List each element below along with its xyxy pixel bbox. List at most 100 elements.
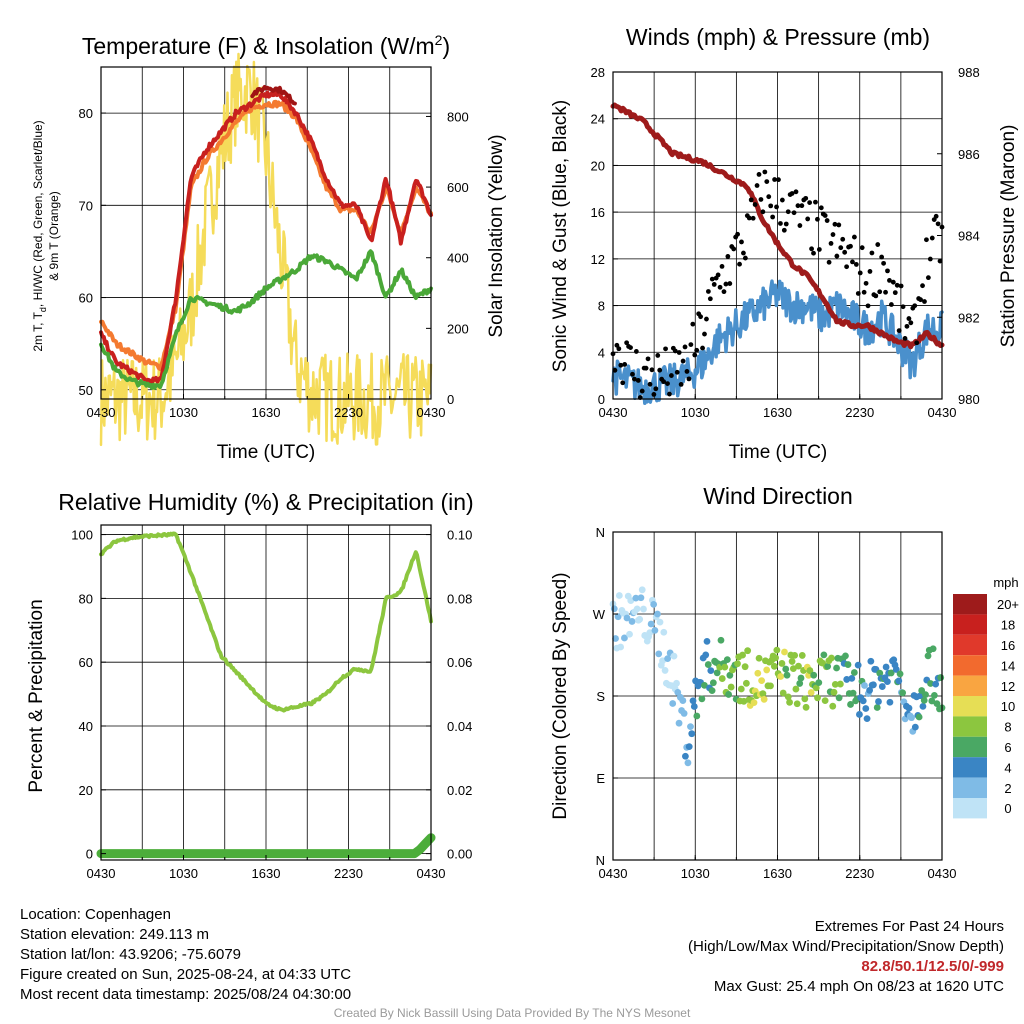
temp-2m-line [99, 90, 433, 386]
direction-point [688, 730, 696, 738]
gust-point [616, 346, 622, 352]
direction-point [875, 698, 882, 705]
direction-point [763, 666, 771, 674]
direction-point [646, 629, 654, 637]
gust-point [715, 272, 721, 278]
y-tick-label: 24 [591, 112, 605, 127]
gust-point [807, 200, 813, 205]
direction-point [633, 605, 641, 613]
gust-point [779, 197, 785, 203]
gust-point [665, 381, 670, 387]
gust-point [879, 254, 885, 260]
y-tick-label: 100 [71, 528, 93, 543]
gust-point [890, 279, 896, 285]
y-tick-label: 70 [79, 198, 93, 213]
direction-point [847, 701, 854, 708]
x-tick-label: 0430 [928, 405, 957, 420]
gust-point [694, 347, 700, 353]
direction-point [721, 663, 729, 671]
x-tick-label: 1030 [169, 405, 198, 420]
direction-point [638, 586, 646, 594]
direction-point [810, 671, 818, 679]
gust-point [739, 239, 744, 245]
gust-point [750, 215, 756, 221]
recent-data-timestamp: Most recent data timestamp: 2025/08/24 0… [20, 986, 352, 1003]
gust-point [719, 263, 725, 269]
direction-point [922, 691, 929, 699]
gust-point [754, 183, 760, 188]
extremes-title: Extremes For Past 24 Hours [814, 918, 1004, 935]
legend-label: 18 [1001, 618, 1015, 633]
gust-point [778, 221, 783, 226]
temperature-y-axis-label-line2: & 9m T (Orange) [47, 191, 61, 281]
direction-point [886, 698, 894, 706]
gust-point [645, 356, 651, 362]
direction-point [640, 605, 647, 613]
direction-point [654, 610, 661, 618]
legend-label: 12 [1001, 679, 1015, 694]
gust-point [674, 369, 680, 375]
y-tick-label: W [593, 607, 606, 622]
direction-point [820, 651, 828, 659]
gust-point [935, 221, 941, 227]
x-tick-label: 1630 [252, 866, 281, 881]
legend-swatch [953, 655, 987, 676]
direction-point [708, 687, 716, 695]
gust-point [894, 282, 900, 288]
gust-point [768, 203, 774, 209]
gust-point [888, 302, 894, 307]
temperature-panel: Temperature (F) & Insolation (W/m2) 0430… [31, 32, 507, 463]
gust-point [844, 264, 850, 270]
direction-point [660, 628, 668, 636]
direction-point [656, 618, 664, 626]
direction-point [824, 662, 832, 670]
x-tick-label: 0430 [599, 405, 628, 420]
direction-point [831, 680, 839, 688]
gust-point [797, 223, 803, 228]
winds-panel: Winds (mph) & Pressure (mb) 0430 1030 1630… [550, 24, 1019, 463]
direction-point [887, 669, 895, 677]
y2-tick-label: 982 [958, 310, 980, 325]
direction-point [798, 652, 806, 659]
direction-point [933, 700, 941, 708]
gust-point [830, 232, 836, 237]
y2-tick-label: 986 [958, 147, 980, 162]
y-tick-label: 50 [79, 383, 93, 398]
gust-point [643, 365, 649, 371]
direction-point [685, 743, 693, 751]
direction-point [679, 697, 687, 704]
direction-point [786, 698, 793, 706]
direction-point [928, 697, 936, 705]
gust-point [877, 289, 883, 295]
gust-point [707, 296, 713, 302]
gust-point [705, 289, 711, 294]
legend-swatch [953, 777, 987, 798]
y-tick-label: 4 [598, 345, 605, 360]
station-location: Location: Copenhagen [20, 906, 171, 923]
direction-point [778, 660, 786, 667]
direction-point [848, 674, 856, 682]
direction-point [734, 660, 741, 668]
gust-point [612, 367, 618, 373]
direction-point [850, 669, 858, 676]
direction-point [632, 594, 640, 602]
gust-point [624, 340, 630, 346]
direction-point [829, 702, 837, 710]
gust-point [746, 215, 752, 221]
gust-point [723, 281, 729, 287]
x-tick-label: 1630 [763, 866, 792, 881]
gust-point [651, 392, 657, 397]
gust-point [680, 358, 686, 364]
gust-point [766, 194, 772, 200]
direction-point [754, 669, 762, 677]
x-tick-label: 1030 [681, 866, 710, 881]
direction-point [647, 620, 655, 628]
direction-point [929, 645, 937, 653]
direction-point [867, 657, 875, 665]
gust-point [908, 320, 914, 326]
gust-point [933, 213, 939, 219]
direction-point [849, 689, 857, 697]
gust-point [672, 348, 678, 354]
x-tick-label: 0430 [87, 866, 116, 881]
y-tick-label: S [596, 689, 605, 704]
